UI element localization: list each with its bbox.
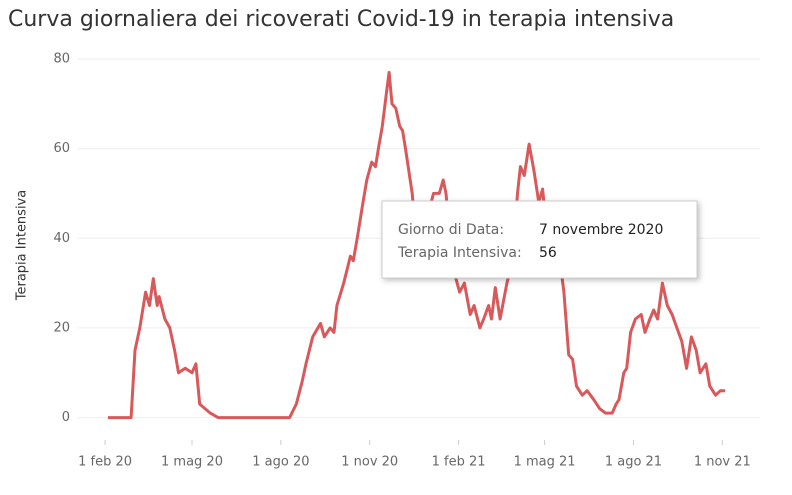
y-tick-label: 0 (62, 410, 70, 425)
y-tick-label: 60 (53, 141, 70, 156)
x-tick-label: 1 mag 20 (161, 455, 223, 470)
plot-area: 0 20 40 60 80 1 feb 20 1 mag 20 1 ago 20 1 nov 2… (53, 51, 760, 470)
tooltip-value: 7 novembre 2020 (539, 222, 663, 238)
y-tick-label: 40 (53, 231, 70, 246)
tooltip-box (381, 200, 698, 279)
tooltip-label: Terapia Intensiva: (397, 245, 522, 261)
x-tick-label: 1 mag 21 (514, 455, 576, 470)
line (107, 70, 726, 420)
x-tick-label: 1 ago 21 (605, 455, 662, 470)
tooltip: Giorno di Data: 7 novembre 2020 Terapia … (381, 200, 698, 279)
y-tick-label: 20 (53, 320, 70, 335)
tooltip-label: Giorno di Data: (398, 222, 504, 238)
x-tick-label: 1 feb 20 (78, 455, 132, 470)
x-tick-label: 1 feb 21 (432, 455, 486, 470)
x-tick-label: 1 nov 20 (341, 455, 398, 470)
y-axis-label: Terapia Intensiva (15, 190, 30, 301)
tooltip-value: 56 (539, 245, 557, 261)
x-tick-label: 1 nov 21 (694, 455, 751, 470)
x-tick-label: 1 ago 20 (252, 455, 309, 470)
y-tick-label: 80 (53, 51, 70, 66)
chart-title: Curva giornaliera dei ricoverati Covid-1… (8, 7, 674, 32)
